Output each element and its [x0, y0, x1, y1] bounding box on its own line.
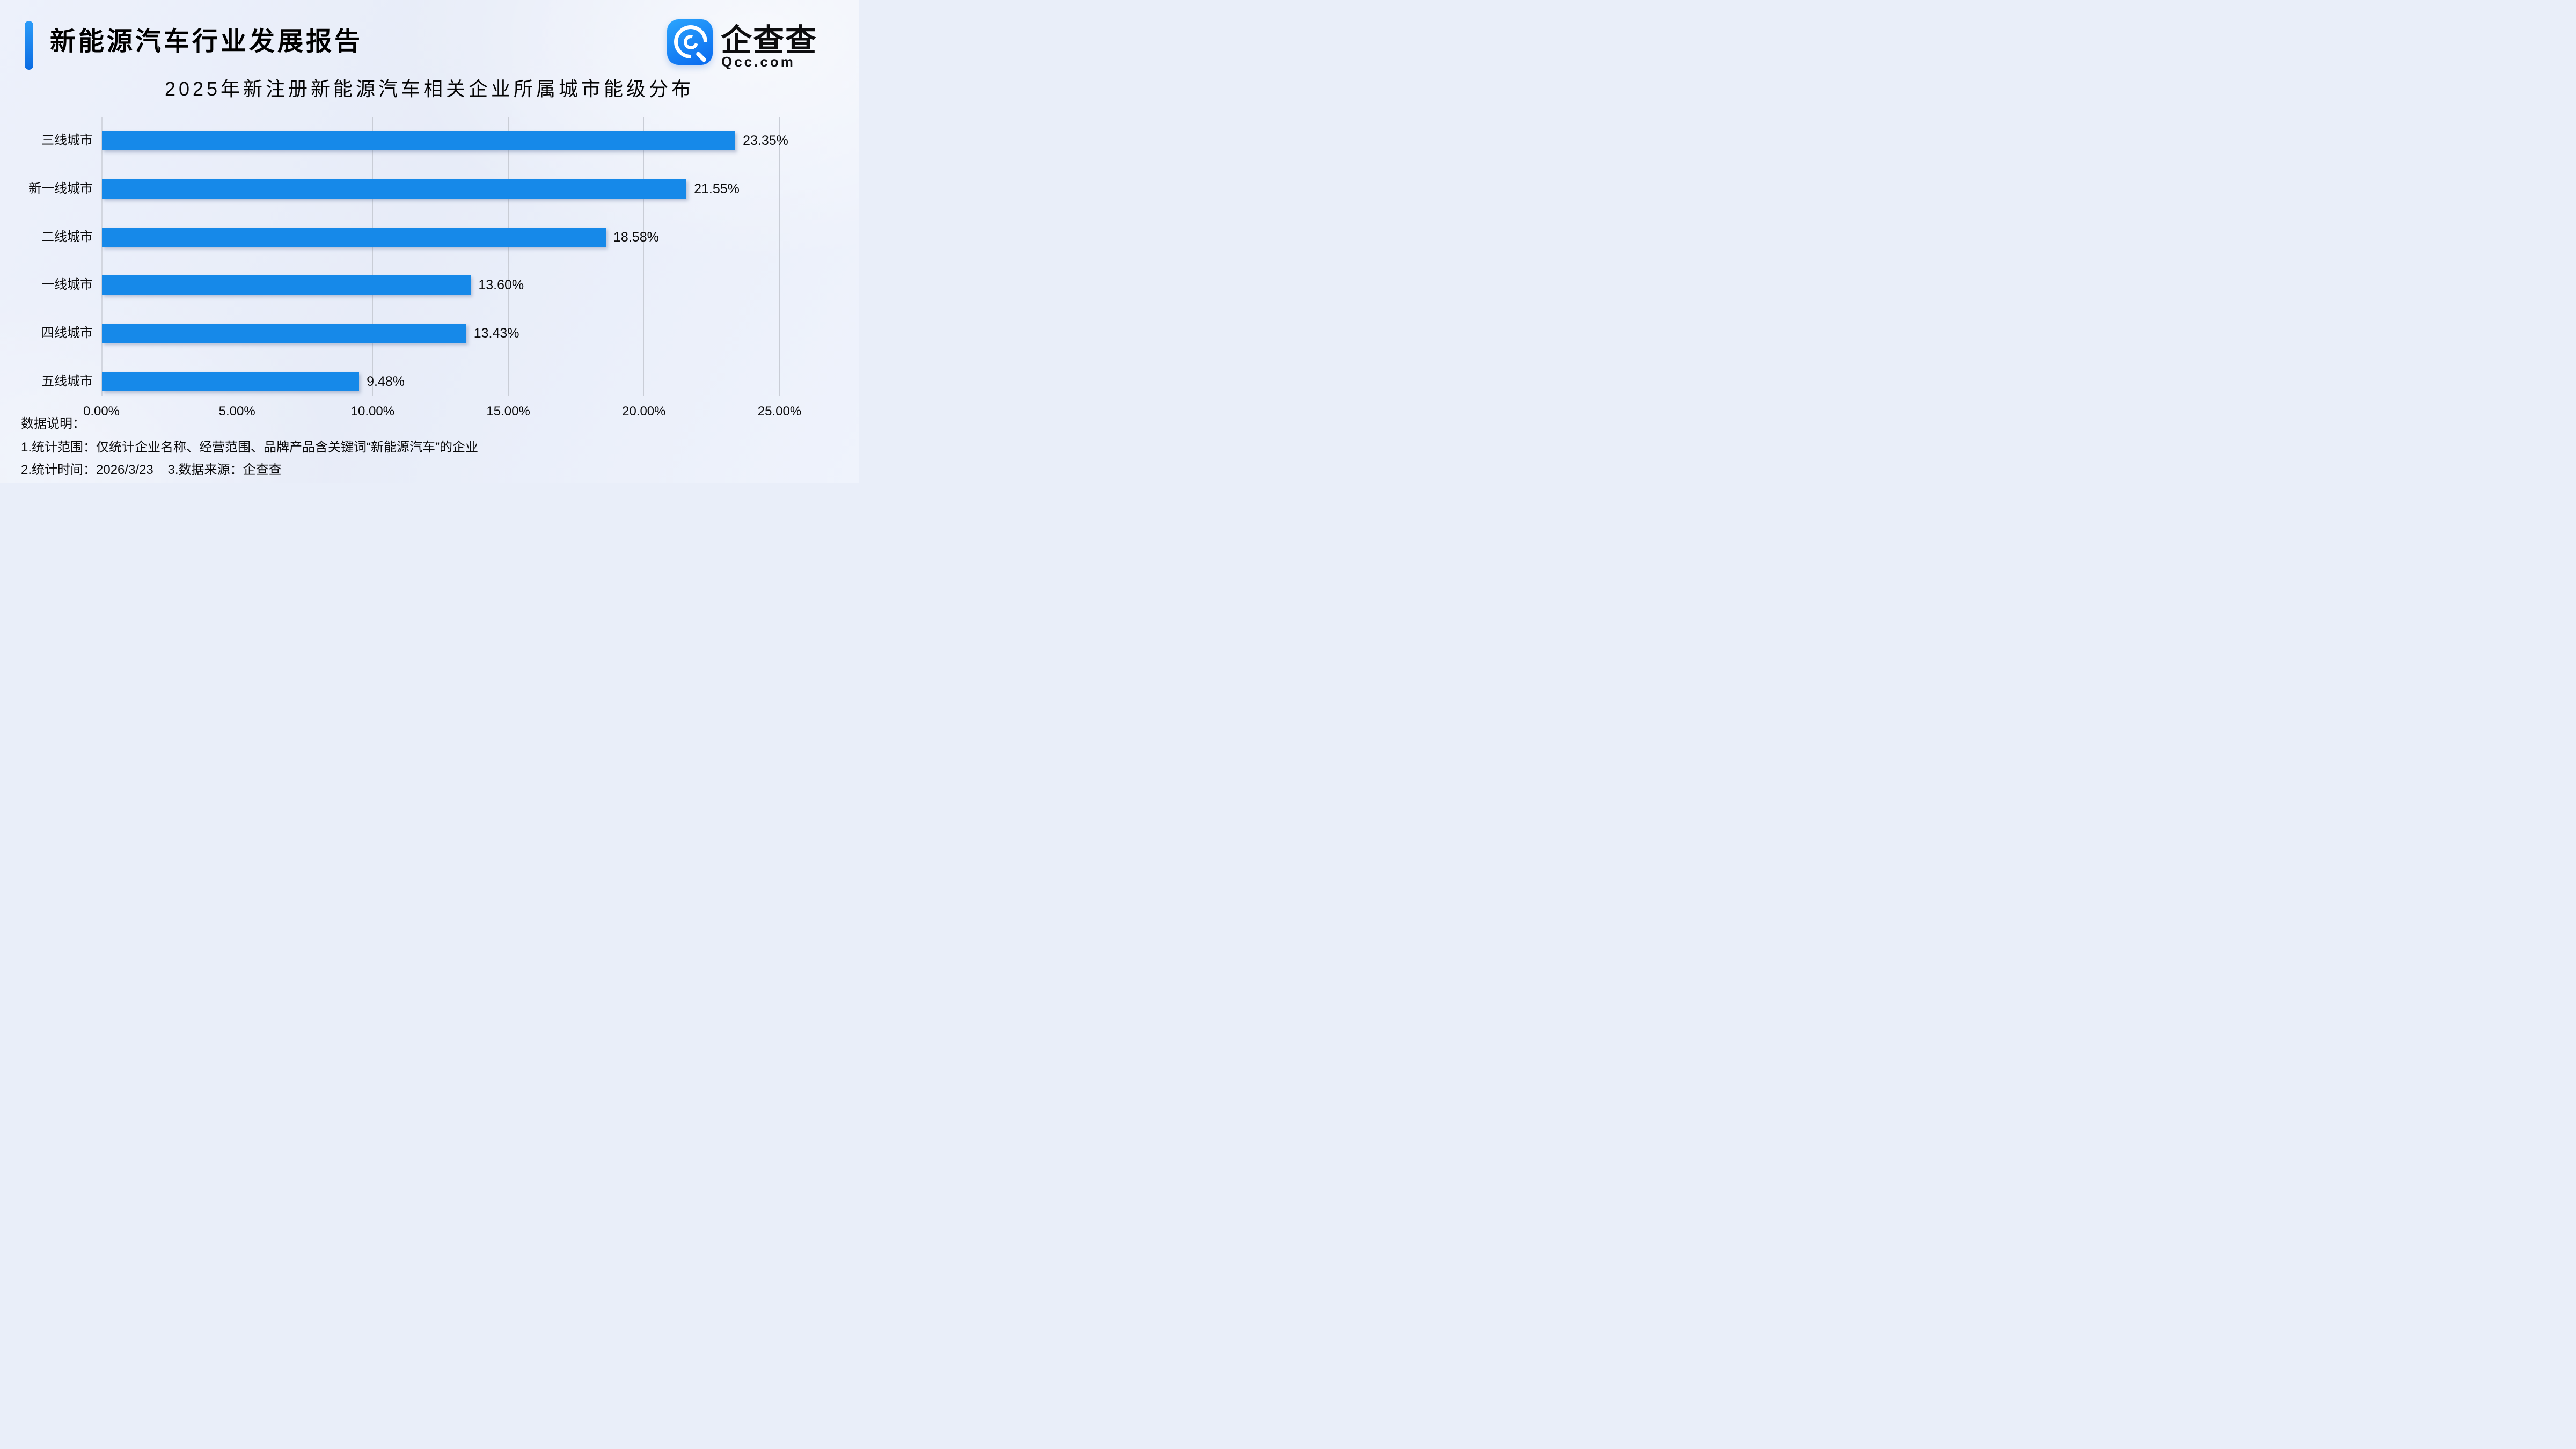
bar: [102, 324, 466, 343]
gridline: [643, 117, 645, 396]
bar: [102, 372, 360, 391]
value-label: 13.60%: [478, 277, 524, 293]
gridline: [508, 117, 509, 396]
footer-note-time: 2.统计时间：2026/3/23: [21, 463, 153, 477]
gridline: [779, 117, 780, 396]
bar: [102, 131, 736, 150]
category-label: 五线城市: [41, 374, 93, 389]
x-tick-label: 5.00%: [218, 404, 255, 419]
x-tick-label: 15.00%: [486, 404, 530, 419]
category-label: 三线城市: [41, 133, 93, 148]
logo-name: 企查查: [721, 23, 818, 58]
footer-note-source: 3.数据来源：企查查: [167, 463, 282, 477]
value-label: 18.58%: [613, 229, 659, 245]
header-accent-bar: [25, 21, 33, 70]
bar: [102, 275, 471, 295]
x-tick-label: 25.00%: [757, 404, 802, 419]
bar: [102, 179, 687, 199]
value-label: 23.35%: [743, 133, 788, 148]
footer-heading: 数据说明：: [21, 416, 85, 431]
x-tick-label: 20.00%: [622, 404, 666, 419]
value-label: 9.48%: [367, 374, 405, 389]
page-title: 新能源汽车行业发展报告: [50, 27, 363, 56]
value-label: 21.55%: [694, 181, 740, 196]
gridline: [100, 117, 103, 396]
category-label: 一线城市: [41, 277, 93, 292]
qcc-logo-icon: [667, 18, 714, 65]
bar: [102, 227, 606, 247]
footer-notes: 数据说明： 1.统计范围：仅统计企业名称、经营范围、品牌产品含关键词“新能源汽车…: [21, 416, 478, 477]
category-label: 二线城市: [41, 229, 93, 244]
category-label: 新一线城市: [28, 181, 93, 196]
x-tick-label: 10.00%: [350, 404, 395, 419]
plot-layer: 0.00% 5.00% 10.00% 15.00% 20.00% 25.00% 三线城市 23…: [0, 0, 859, 483]
report-canvas: 新能源汽车行业发展报告 企查查 Qcc.com 2025年新注册新能源汽车相关企…: [0, 0, 859, 483]
x-tick-label: 0.00%: [83, 404, 120, 419]
chart-title: 2025年新注册新能源汽车相关企业所属城市能级分布: [164, 78, 694, 100]
category-label: 四线城市: [41, 326, 93, 341]
footer-note-meta: 2.统计时间：2026/3/23 3.数据来源：企查查: [21, 462, 281, 478]
value-label: 13.43%: [473, 326, 519, 341]
gridline: [372, 117, 373, 396]
footer-note-scope: 1.统计范围：仅统计企业名称、经营范围、品牌产品含关键词“新能源汽车”的企业: [21, 440, 478, 455]
qcc-logo: 企查查 Qcc.com: [667, 18, 823, 73]
logo-domain: Qcc.com: [721, 54, 795, 70]
